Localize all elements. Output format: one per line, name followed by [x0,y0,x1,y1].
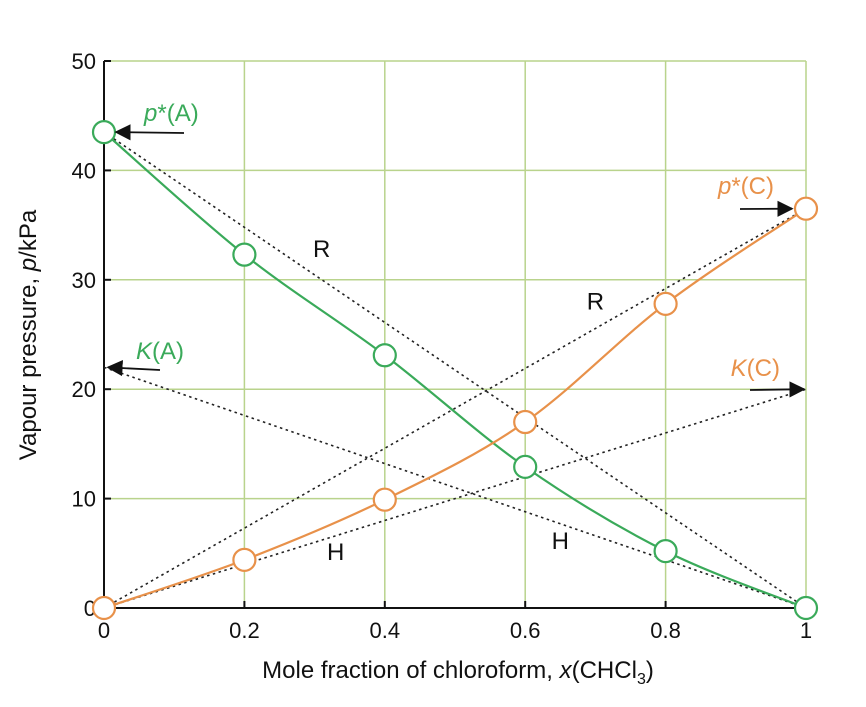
data-point-acetone [653,539,678,564]
data-point-acetone [91,120,117,145]
x-tick-label: 0 [98,618,110,643]
series-line-chloroform [103,207,807,610]
data-point-chloroform [91,595,117,621]
data-curves [103,131,807,610]
data-point-chloroform [513,409,538,435]
annotation-arrow [106,359,161,377]
x-tick-label: 0.2 [229,618,260,643]
y-tick-label: 50 [72,49,96,74]
y-tick-label: 20 [72,377,96,402]
annotations: p*(A) K(A) p*(C) K(C) [106,100,806,398]
annotation-arrow [114,124,185,141]
data-point-acetone [513,454,538,479]
y-tick-label: 30 [72,268,96,293]
data-point-acetone [372,343,397,368]
axes [103,60,807,609]
annotation-label: p*(C) [717,173,774,200]
annotation-label: K(A) [136,338,184,365]
data-point-chloroform [372,487,397,512]
x-tick-label: 0.6 [510,618,541,643]
x-tick-labels: 0 0.2 0.4 0.6 0.8 1 [98,618,812,643]
series-line-acetone [103,131,807,610]
reference-line-H [103,388,807,609]
y-tick-label: 0 [84,596,96,621]
reference-label-H: H [552,528,569,555]
reference-label-R: R [587,288,604,315]
annotation-label: p*(A) [143,100,199,127]
data-point-chloroform [653,291,678,316]
y-tick-labels: 0 10 20 30 40 50 [72,49,96,621]
x-tick-label: 1 [800,618,812,643]
y-axis-title: Vapour pressure, p/kPa [15,209,42,460]
data-points [91,120,819,621]
reference-lines: R R H H [103,131,807,609]
grid [104,60,807,608]
reference-line-H [103,366,807,609]
x-axis-title: Mole fraction of chloroform, x(CHCl3) [262,657,654,688]
data-point-chloroform [793,196,819,221]
reference-line-R [103,131,807,609]
data-point-acetone [232,242,257,267]
annotation-arrow [749,381,806,398]
x-tick-label: 0.8 [650,618,681,643]
y-tick-label: 40 [72,158,96,183]
y-tick-label: 10 [72,487,96,512]
annotation-label: K(C) [731,355,780,382]
x-tick-label: 0.4 [370,618,401,643]
reference-line-R [103,207,807,609]
reference-label-R: R [313,236,330,263]
data-point-chloroform [232,547,257,572]
data-point-acetone [793,595,819,621]
reference-label-H: H [327,539,344,566]
